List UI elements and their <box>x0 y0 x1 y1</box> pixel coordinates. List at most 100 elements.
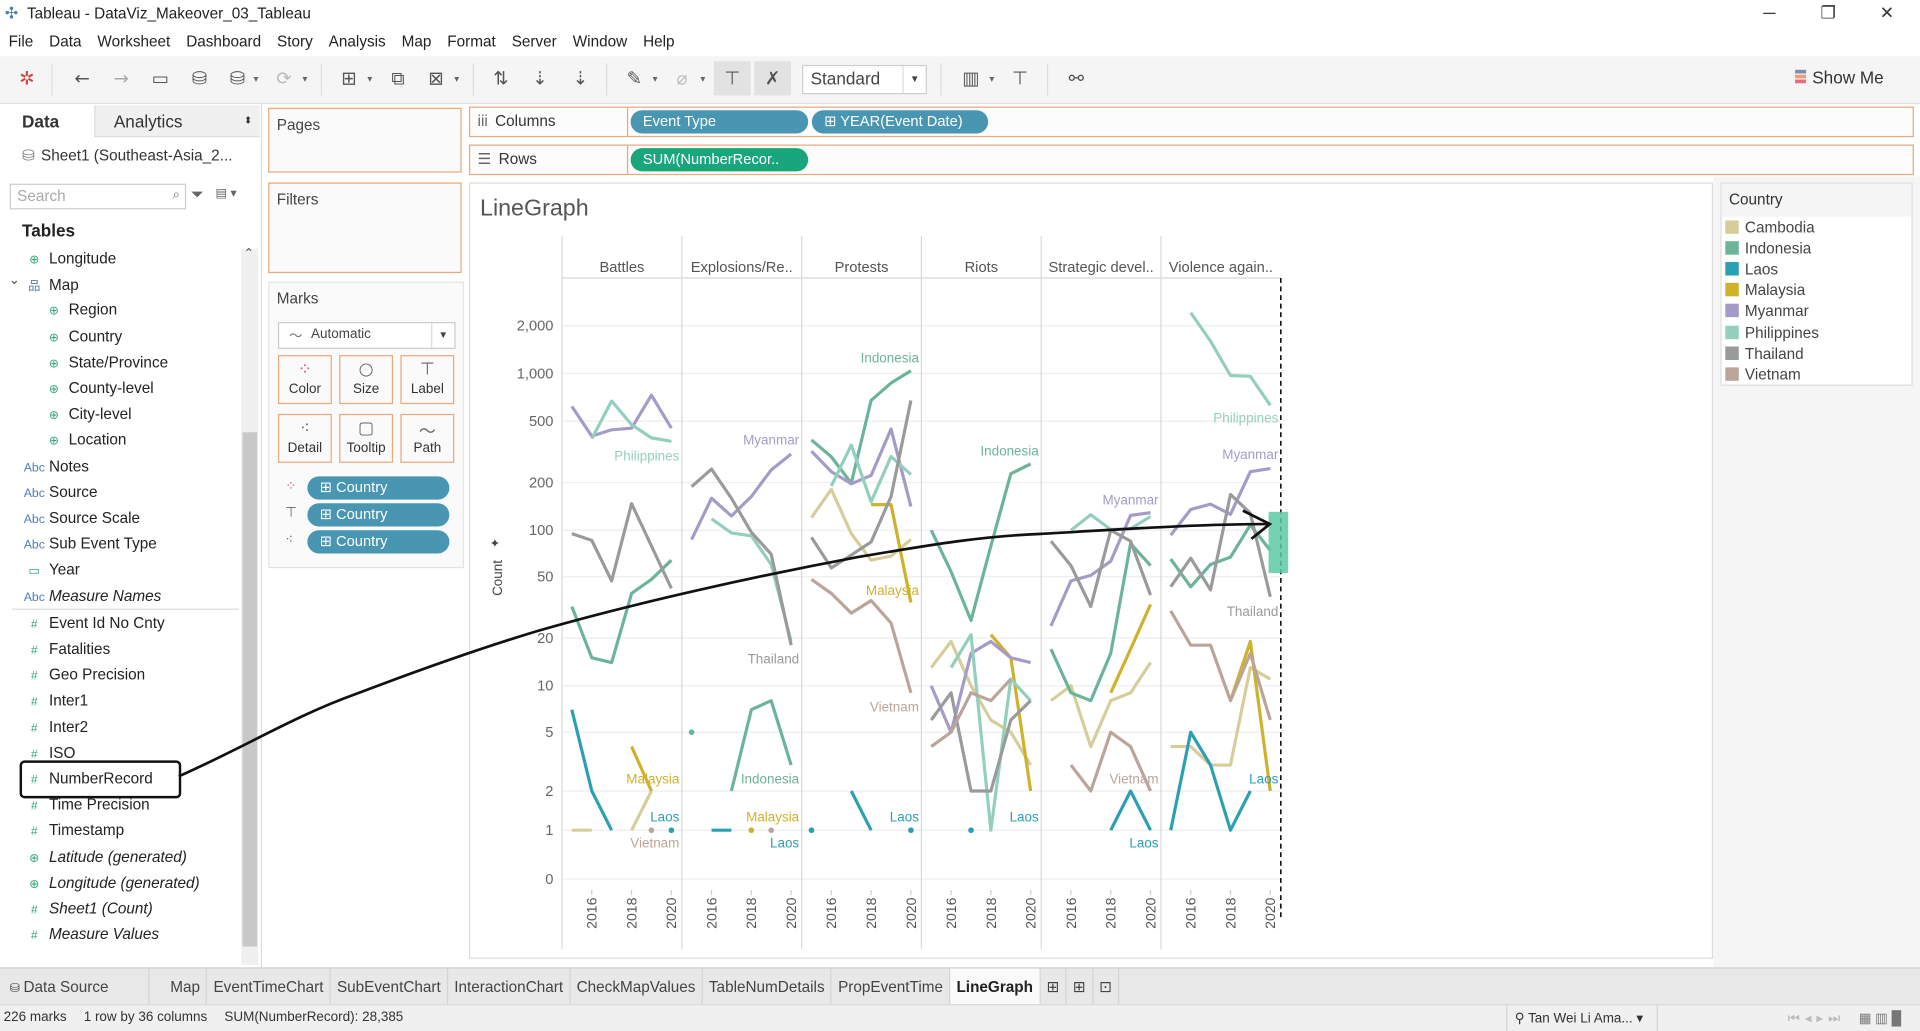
new-dashboard-tab-icon[interactable]: ⊞ <box>1067 968 1093 1006</box>
fix-axes-icon[interactable]: ✗ <box>754 61 792 96</box>
user-menu[interactable]: ⚲ Tan Wei Li Ama... ▾ <box>1506 1005 1658 1031</box>
field-fatalities[interactable]: # Fatalities <box>22 640 110 666</box>
field-city-level[interactable]: ⊕ City-level <box>42 406 132 432</box>
pill-country-label[interactable]: ⊞ Country <box>307 503 450 527</box>
scroll-up-icon[interactable]: ⌃ <box>243 247 254 261</box>
columns-shelf[interactable]: iii Columns Event Type ⊞ YEAR(Event Date) <box>468 106 1914 138</box>
chevron-down-icon[interactable]: ⌄ <box>8 273 20 288</box>
field-sheet1-count-[interactable]: # Sheet1 (Count) <box>22 900 153 926</box>
tab-analytics[interactable]: Analytics ⬍ <box>94 105 260 138</box>
size-button[interactable]: ○ Size <box>339 355 394 405</box>
undo-icon[interactable]: ← <box>74 67 90 90</box>
rows-shelf[interactable]: ☰ Rows SUM(NumberRecor.. <box>468 144 1914 176</box>
clear-dropdown-icon[interactable]: ▾ <box>454 73 460 85</box>
field-county-level[interactable]: ⊕ County-level <box>42 380 154 406</box>
menu-window[interactable]: Window <box>572 33 628 51</box>
sort-descending-icon[interactable]: ⇣ <box>572 67 589 90</box>
redo-icon[interactable]: → <box>113 67 129 90</box>
sort-ascending-icon[interactable]: ⇣ <box>532 67 548 90</box>
show-cards-icon[interactable]: ▥ <box>962 67 980 90</box>
legend-item-myanmar[interactable]: Myanmar <box>1725 303 1809 320</box>
tooltip-button[interactable]: ▢ Tooltip <box>339 413 394 463</box>
legend-item-vietnam[interactable]: Vietnam <box>1725 366 1801 383</box>
search-input[interactable]: Search ⌕ <box>9 183 187 210</box>
fit-dropdown[interactable]: Standard ▼ <box>802 64 927 95</box>
pill-sum-numberrecord[interactable]: SUM(NumberRecor.. <box>630 148 809 172</box>
new-worksheet-tab-icon[interactable]: ⊞ <box>1040 968 1067 1006</box>
filter-icon[interactable]: ⏷ <box>191 184 204 204</box>
minimize-button[interactable]: ─ <box>1763 2 1776 23</box>
show-me-button[interactable]: Show Me <box>1795 67 1884 87</box>
new-worksheet-icon[interactable]: ⊞ <box>341 67 357 90</box>
field-list-scrollbar[interactable]: ⌃ ⌄ <box>241 247 259 984</box>
sheet-navigation-icons[interactable]: ⏮◂▸⏭ <box>1787 1011 1846 1027</box>
highlight-icon[interactable]: ✎ <box>626 67 642 90</box>
menu-server[interactable]: Server <box>511 33 557 51</box>
sheet-tab-linegraph[interactable]: LineGraph <box>950 968 1041 1006</box>
field-latitude-generated-[interactable]: ⊕ Latitude (generated) <box>22 848 187 874</box>
clear-sheet-icon[interactable]: ⊠ <box>428 67 444 90</box>
field-measure-names[interactable]: Abc Measure Names <box>22 587 162 613</box>
sheet-tab-tablenumdetails[interactable]: TableNumDetails <box>703 968 832 1006</box>
field-source[interactable]: Abc Source <box>22 483 98 509</box>
highlight-dropdown-icon[interactable]: ▾ <box>652 73 658 85</box>
pause-dropdown-icon[interactable]: ▾ <box>253 73 259 85</box>
sheet-tab-checkmapvalues[interactable]: CheckMapValues <box>570 968 703 1006</box>
detail-button[interactable]: ⁖ Detail <box>277 413 332 463</box>
color-button[interactable]: ⁘ Color <box>277 355 332 405</box>
pause-updates-icon[interactable]: ⛁ <box>229 67 246 90</box>
pill-country-detail[interactable]: ⊞ Country <box>307 530 450 554</box>
field-geo-precision[interactable]: # Geo Precision <box>22 666 145 692</box>
field-source-scale[interactable]: Abc Source Scale <box>22 509 140 535</box>
field-inter1[interactable]: # Inter1 <box>22 692 88 718</box>
group-members-icon[interactable]: ⌀ <box>676 67 688 90</box>
close-button[interactable]: ✕ <box>1879 2 1895 23</box>
menu-dashboard[interactable]: Dashboard <box>186 33 262 51</box>
sheet-tab-interactionchart[interactable]: InteractionChart <box>448 968 571 1006</box>
new-worksheet-dropdown-icon[interactable]: ▾ <box>367 73 373 85</box>
menu-file[interactable]: File <box>8 33 34 51</box>
path-button[interactable]: 〜 Path <box>400 413 455 463</box>
sheet-tab-subeventchart[interactable]: SubEventChart <box>331 968 449 1006</box>
swap-rows-columns-icon[interactable]: ⇅ <box>493 67 509 90</box>
label-button[interactable]: ⊤ Label <box>400 355 455 405</box>
field-longitude[interactable]: ⊕ Longitude <box>22 250 116 276</box>
view-options-icon[interactable]: ▤ ▾ <box>215 187 237 201</box>
menu-help[interactable]: Help <box>643 33 675 51</box>
field-longitude-generated-[interactable]: ⊕ Longitude (generated) <box>22 874 199 900</box>
legend-item-indonesia[interactable]: Indonesia <box>1725 240 1811 257</box>
save-icon[interactable]: ▭ <box>151 67 170 90</box>
view-mode-icons[interactable]: ▦▥█ <box>1858 1011 1905 1027</box>
menu-data[interactable]: Data <box>49 33 82 51</box>
field-region[interactable]: ⊕ Region <box>42 302 117 328</box>
menu-format[interactable]: Format <box>447 33 496 51</box>
field-sub-event-type[interactable]: Abc Sub Event Type <box>22 535 157 561</box>
field-numberrecord[interactable]: # NumberRecord <box>19 760 182 799</box>
legend-item-laos[interactable]: Laos <box>1725 261 1778 278</box>
pill-event-type[interactable]: Event Type <box>630 110 809 134</box>
field-event-id-no-cnty[interactable]: # Event Id No Cnty <box>22 614 165 640</box>
data-source-tab[interactable]: ⛁ Data Source <box>0 968 150 1006</box>
restore-button[interactable]: ❐ <box>1820 2 1836 23</box>
new-story-tab-icon[interactable]: ⊡ <box>1093 968 1120 1006</box>
data-source-item[interactable]: ⛁ Sheet1 (Southeast-Asia_2... <box>22 146 232 164</box>
new-data-source-icon[interactable]: ⛁ <box>191 67 208 90</box>
presentation-mode-icon[interactable]: ⊤ <box>1011 67 1028 90</box>
pages-shelf[interactable]: Pages <box>268 107 462 173</box>
field-timestamp[interactable]: # Timestamp <box>22 822 124 848</box>
refresh-dropdown-icon[interactable]: ▾ <box>302 73 308 85</box>
mark-type-dropdown[interactable]: 〜 Automatic ▼ <box>277 322 456 349</box>
legend-item-cambodia[interactable]: Cambodia <box>1725 219 1815 236</box>
group-dropdown-icon[interactable]: ▾ <box>700 73 706 85</box>
filters-shelf[interactable]: Filters <box>268 182 462 274</box>
field-iso[interactable]: # ISO <box>22 744 75 770</box>
viz-area[interactable] <box>468 182 1714 959</box>
sheet-tab-eventtimechart[interactable]: EventTimeChart <box>207 968 331 1006</box>
field-year[interactable]: ▭ Year <box>22 561 79 587</box>
share-icon[interactable]: ⚯ <box>1068 67 1085 90</box>
field-inter2[interactable]: # Inter2 <box>22 718 88 744</box>
field-map[interactable]: ⌄ 品 Map <box>9 273 79 302</box>
duplicate-sheet-icon[interactable]: ⧉ <box>391 67 405 90</box>
pill-year-event-date[interactable]: ⊞ YEAR(Event Date) <box>811 110 989 134</box>
field-notes[interactable]: Abc Notes <box>22 457 89 483</box>
